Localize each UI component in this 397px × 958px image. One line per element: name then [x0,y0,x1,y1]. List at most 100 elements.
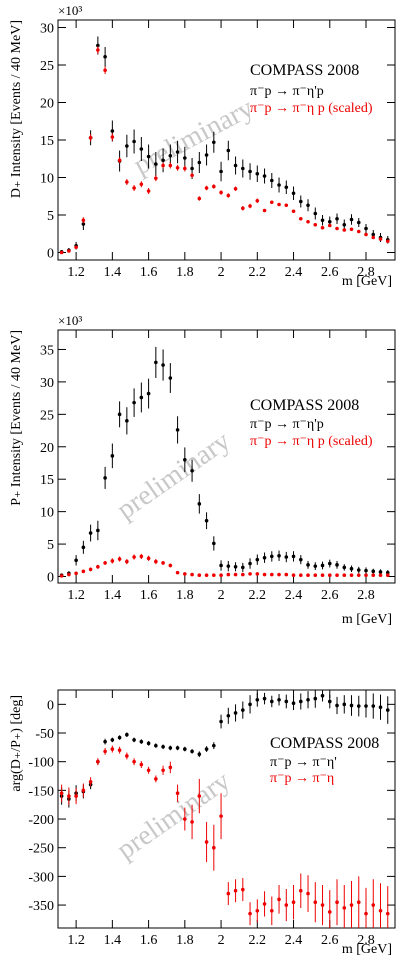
red-data-point [277,572,281,577]
black-data-point [356,568,361,572]
black-data-point [103,739,107,744]
black-data-point [320,563,325,568]
x-tick-label: 2.6 [321,933,339,948]
black-data-point [327,699,332,704]
red-data-point [219,814,223,818]
red-data-point [291,900,296,904]
red-data-point [212,573,216,578]
black-data-point [146,391,151,396]
black-data-point [175,428,180,432]
red-data-point [96,48,100,52]
x-tick-label: 2.8 [357,588,375,603]
black-data-point [284,555,289,559]
red-data-point [161,768,165,773]
exponent-label: ×10³ [58,3,82,18]
black-data-point [81,222,86,226]
black-data-point [139,147,144,151]
black-data-point [349,703,354,708]
black-data-point [349,217,354,222]
red-data-point [349,903,354,907]
black-data-point [226,714,231,718]
red-data-point [168,765,173,770]
black-data-point [110,129,115,133]
x-axis: 1.2 1.4 1.6 1.8 2 2.2 2.4 2.6 2.8 [67,330,375,603]
red-data-point [132,759,136,764]
red-data-point [356,573,361,578]
black-data-point [212,743,216,748]
black-data-point [248,561,252,566]
black-data-point [364,704,368,708]
x-tick-label: 1.4 [104,265,122,280]
black-data-point [335,703,339,708]
y-tick-label: -100 [28,756,54,771]
red-data-point [342,906,347,910]
x-tick-label: 2.2 [249,933,267,948]
legend-entry-eta-prime: π⁻p → π⁻η'p [250,417,324,432]
black-data-point [219,563,223,568]
black-data-point [277,553,281,558]
red-data-point [327,573,332,578]
red-data-point [154,777,158,781]
y-tick-label: 15 [40,134,54,149]
red-data-point [320,225,325,230]
watermark: preliminary [111,765,236,865]
black-data-point [378,570,383,574]
black-data-point [262,174,267,178]
x-tick-label: 2.8 [357,265,375,280]
black-data-point [284,185,289,190]
black-data-point [125,732,129,737]
red-data-point [146,768,151,773]
black-data-point [132,400,136,405]
black-data-point [212,140,216,145]
red-data-point [378,237,383,241]
black-data-point [327,219,332,224]
x-tick-label: 1.6 [140,588,158,603]
y-axis-title: arg(D₊/P₊) [deg] [9,695,24,792]
red-data-point [146,556,151,561]
red-data-point [262,572,267,577]
red-data-point [298,573,303,578]
red-data-point [298,216,303,221]
y-axis-title: P₊ Intensity [Events / 40 MeV] [9,330,24,506]
y-tick-label: 5 [47,209,54,224]
black-data-point [204,153,209,157]
black-data-point [335,216,339,221]
black-data-point [371,232,376,237]
red-data-point [117,158,122,163]
red-data-point [327,223,332,228]
black-data-point [342,565,347,570]
red-data-point [298,888,303,893]
black-data-point [125,419,129,423]
red-data-point [67,572,71,577]
black-data-point [117,735,122,740]
red-data-point [371,573,376,578]
black-data-point [190,468,194,473]
y-tick-label: 0 [47,571,54,586]
x-axis-title: m [GeV] [342,274,392,289]
red-data-point [248,911,252,916]
black-data-point [291,701,296,705]
black-data-point [248,702,252,707]
x-tick-label: 1.6 [140,265,158,280]
red-data-point [327,910,332,914]
red-data-point [146,189,151,193]
legend-title: COMPASS 2008 [270,735,379,752]
black-data-point [219,719,223,724]
red-data-point [356,900,361,904]
black-data-point [262,696,267,701]
y-axis: 0 5 10 15 20 25 30 [40,22,395,262]
plot-frame [57,689,396,929]
black-data-point [277,183,281,187]
red-data-point [103,68,107,73]
red-data-point [154,176,158,181]
black-data-point [385,708,390,712]
red-data-point [125,180,129,184]
black-data-point [306,697,310,702]
black-data-point [183,747,187,751]
red-data-point [320,573,325,578]
red-data-point [125,754,129,758]
black-data-point [255,557,260,562]
x-tick-label: 1.6 [140,933,158,948]
red-data-point [226,193,231,198]
